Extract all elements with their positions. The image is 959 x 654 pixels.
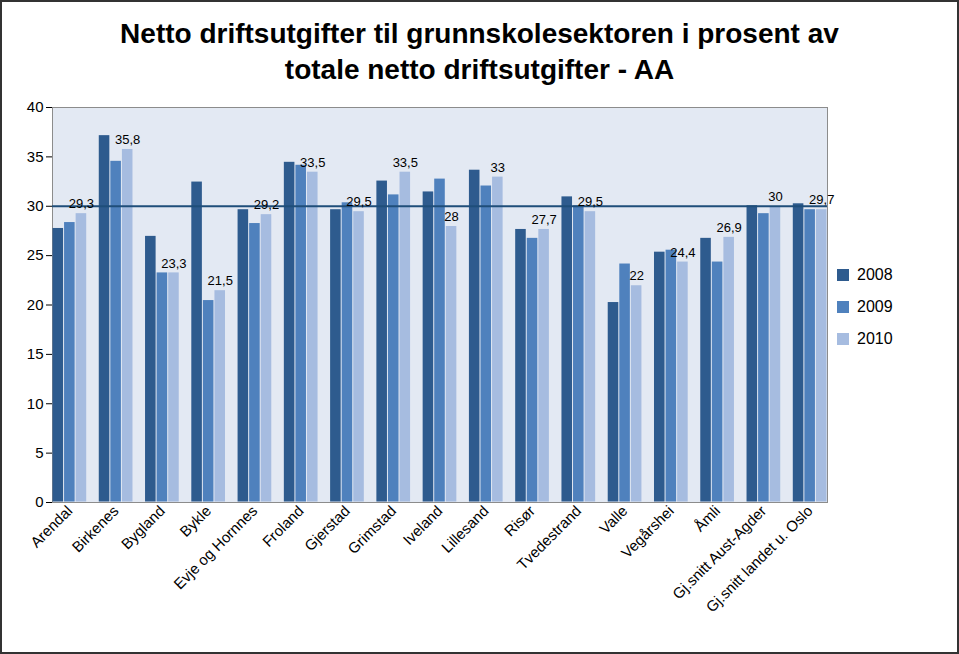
svg-text:Valle: Valle bbox=[596, 502, 631, 537]
svg-text:Gjerstad: Gjerstad bbox=[300, 502, 353, 555]
svg-text:24,4: 24,4 bbox=[670, 245, 695, 260]
svg-text:40: 40 bbox=[27, 98, 44, 115]
svg-text:20: 20 bbox=[27, 296, 44, 313]
html-text:2009: 2009 bbox=[857, 298, 893, 315]
svg-text:Tvedestrand: Tvedestrand bbox=[513, 502, 584, 573]
svg-text:29,5: 29,5 bbox=[346, 194, 371, 209]
svg-text:35: 35 bbox=[27, 148, 44, 165]
svg-text:Lillesand: Lillesand bbox=[438, 502, 492, 556]
svg-text:26,9: 26,9 bbox=[717, 220, 742, 235]
svg-text:Vegårshei: Vegårshei bbox=[618, 502, 677, 561]
svg-text:29,2: 29,2 bbox=[254, 197, 279, 212]
svg-text:Grimstad: Grimstad bbox=[344, 502, 399, 557]
svg-text:Iveland: Iveland bbox=[399, 502, 445, 548]
svg-text:35,8: 35,8 bbox=[115, 132, 140, 147]
svg-text:28: 28 bbox=[444, 209, 458, 224]
svg-text:25: 25 bbox=[27, 246, 44, 263]
svg-text:15: 15 bbox=[27, 345, 44, 362]
html-text:2008: 2008 bbox=[857, 266, 893, 283]
svg-text:Gj.snitt landet u. Oslo: Gj.snitt landet u. Oslo bbox=[702, 502, 815, 615]
svg-text:23,3: 23,3 bbox=[161, 256, 186, 271]
svg-text:33,5: 33,5 bbox=[300, 155, 325, 170]
svg-text:Birkenes: Birkenes bbox=[68, 502, 121, 555]
svg-text:22: 22 bbox=[629, 268, 643, 283]
svg-text:33: 33 bbox=[491, 160, 505, 175]
svg-text:0: 0 bbox=[35, 493, 43, 510]
html-text:Netto driftsutgifter til grunn: Netto driftsutgifter til grunnskolesekto… bbox=[120, 18, 839, 85]
svg-text:10: 10 bbox=[27, 395, 44, 412]
svg-text:Bygland: Bygland bbox=[118, 502, 168, 552]
svg-text:Bykle: Bykle bbox=[176, 502, 214, 540]
svg-text:29,7: 29,7 bbox=[809, 192, 834, 207]
svg-text:27,7: 27,7 bbox=[531, 212, 556, 227]
svg-text:Gj.snitt Aust-Agder: Gj.snitt Aust-Agder bbox=[668, 502, 770, 603]
svg-text:21,5: 21,5 bbox=[208, 273, 233, 288]
svg-text:30: 30 bbox=[768, 189, 782, 204]
svg-text:33,5: 33,5 bbox=[393, 155, 418, 170]
svg-text:5: 5 bbox=[35, 444, 43, 461]
svg-text:29,3: 29,3 bbox=[69, 196, 94, 211]
svg-text:30: 30 bbox=[27, 197, 44, 214]
svg-text:Risør: Risør bbox=[501, 502, 538, 539]
svg-text:Åmli: Åmli bbox=[690, 502, 723, 535]
html-text:2010: 2010 bbox=[857, 330, 893, 347]
svg-text:Arendal: Arendal bbox=[26, 502, 76, 551]
svg-text:Froland: Froland bbox=[259, 502, 307, 550]
svg-text:Evje og Hornnes: Evje og Hornnes bbox=[170, 502, 260, 592]
svg-text:29,5: 29,5 bbox=[578, 194, 603, 209]
